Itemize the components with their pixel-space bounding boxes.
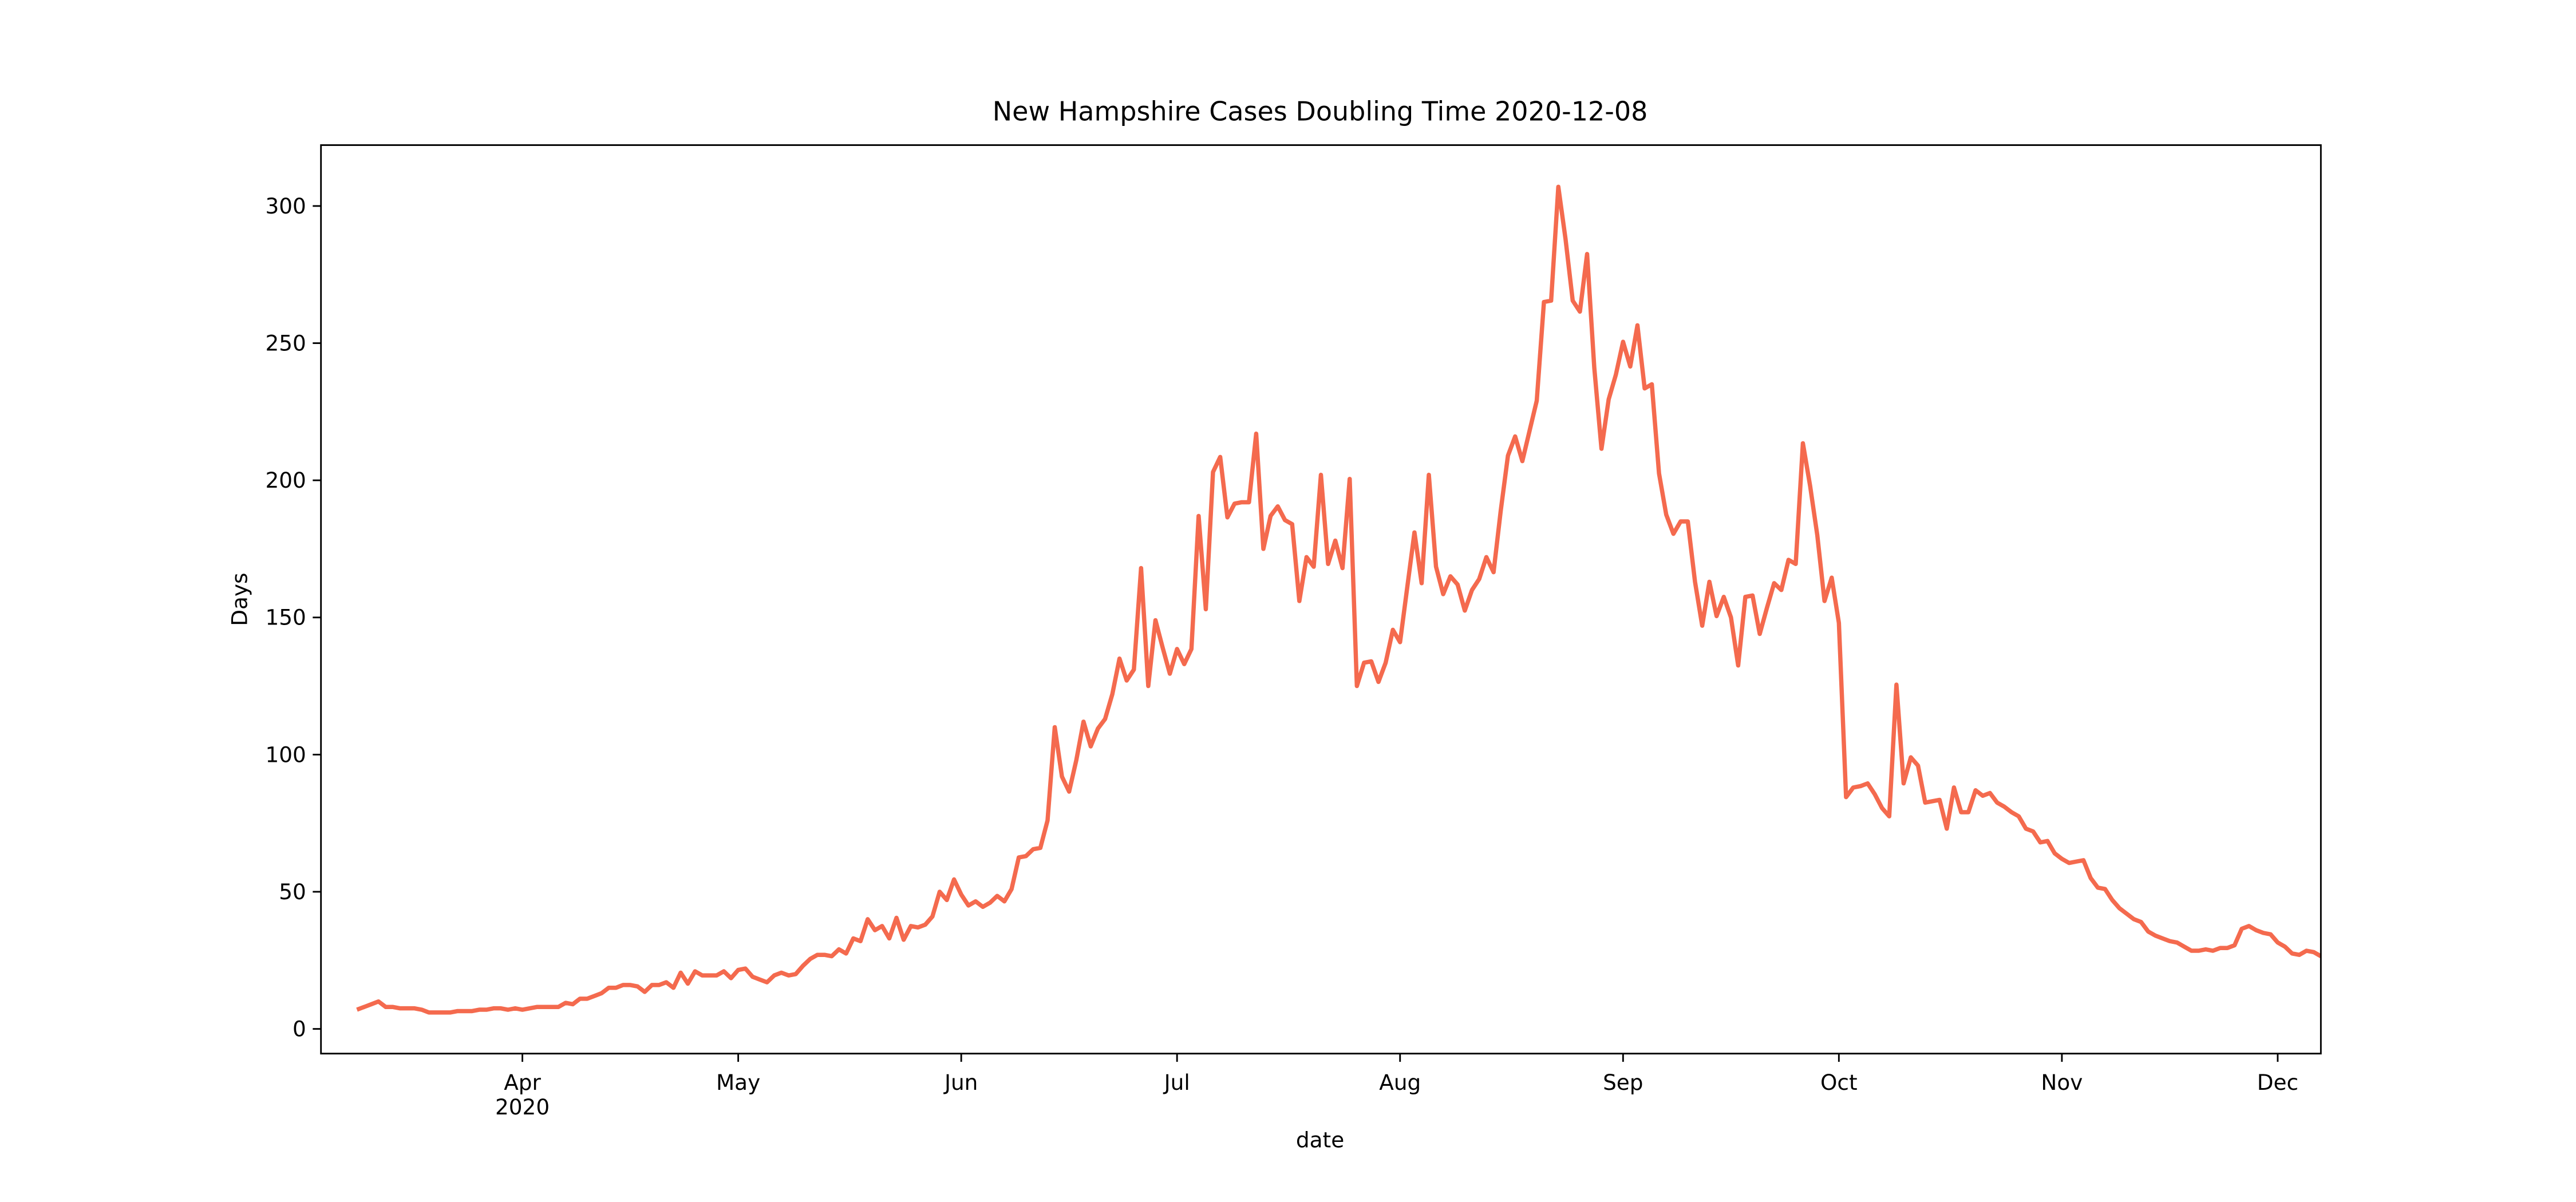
y-tick-label: 250	[265, 330, 306, 355]
y-tick-label: 0	[293, 1017, 306, 1042]
x-tick-label: Apr	[504, 1070, 541, 1095]
y-axis-label: Days	[227, 572, 252, 626]
x-tick-label: May	[716, 1070, 760, 1095]
y-tick-label: 200	[265, 468, 306, 493]
x-tick-label: Nov	[2041, 1070, 2083, 1095]
x-tick-label: Oct	[1820, 1070, 1858, 1095]
y-tick-label: 300	[265, 193, 306, 219]
plot-frame	[320, 144, 2322, 1055]
x-tick-label: Sep	[1603, 1070, 1643, 1095]
y-tick-label: 100	[265, 742, 306, 767]
y-tick-label: 50	[279, 879, 306, 904]
chart-title: New Hampshire Cases Doubling Time 2020-1…	[993, 96, 1648, 126]
x-tick-label: Dec	[2257, 1070, 2298, 1095]
x-axis-label: date	[1296, 1128, 1344, 1153]
y-tick-label: 150	[265, 605, 306, 630]
x-tick-label: Jun	[943, 1070, 978, 1095]
line-series	[356, 184, 2321, 1015]
x-tick-label: Jul	[1163, 1070, 1190, 1095]
x-tick-label: Aug	[1379, 1070, 1421, 1095]
x-tick-sublabel: 2020	[495, 1094, 550, 1120]
